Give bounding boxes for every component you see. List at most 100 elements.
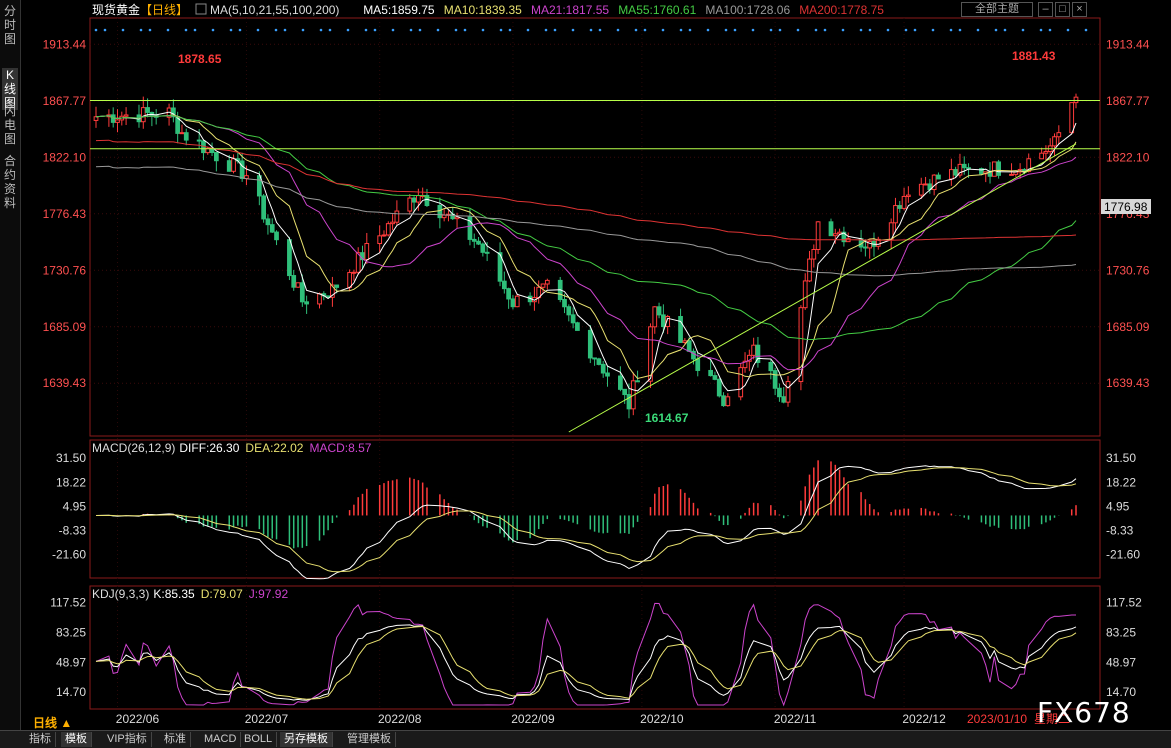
signal-dot: [499, 28, 503, 32]
ma-legend: MA(5,10,21,55,100,200) MA5:1859.75 MA10:18…: [210, 3, 884, 17]
candle-body: [183, 132, 189, 141]
candle-body: [716, 378, 722, 397]
candle-body: [239, 160, 245, 179]
candle-body: [596, 358, 602, 365]
kdj-j: J:97.92: [249, 587, 289, 601]
signal-dot: [148, 28, 152, 32]
panel-border: [89, 439, 1101, 579]
candle-body: [953, 169, 959, 176]
candle-body: [996, 161, 1001, 176]
sidebar-item-kline[interactable]: K线图: [2, 68, 18, 110]
bottom-toolbar: 指标 模板 VIP指标 标准 MACD BOLL 另存模板 管理模板: [0, 730, 1171, 748]
signal-dot: [256, 28, 260, 32]
signal-dot: [598, 28, 602, 32]
macd-dea: DEA:22.02: [245, 441, 303, 455]
candle-body: [656, 306, 662, 316]
candle-body: [484, 251, 490, 254]
sidebar-item-timeshare[interactable]: 分时图: [3, 4, 16, 46]
macd-tick-label: -21.60: [1106, 548, 1140, 562]
signal-dot: [436, 28, 440, 32]
sidebar-item-flash[interactable]: 闪电图: [3, 104, 16, 146]
signal-dot: [661, 28, 665, 32]
kdj-tick-label: 14.70: [1106, 685, 1136, 699]
candle-body: [299, 282, 305, 303]
signal-dot: [1066, 28, 1070, 32]
candle-body: [587, 329, 593, 359]
candle-body: [1056, 132, 1062, 138]
candle-body: [837, 231, 842, 235]
x-tick-label: 2022/09: [511, 712, 555, 726]
candle-body: [742, 360, 748, 369]
candle-body: [196, 139, 202, 142]
candle-body: [287, 239, 292, 277]
candle-body: [351, 271, 357, 274]
kdj-k: K:85.35: [153, 587, 195, 601]
period-selector[interactable]: 日线 ▲: [33, 716, 73, 730]
candle-body: [1052, 136, 1057, 147]
close-icon[interactable]: ×: [1072, 2, 1087, 17]
candle-body: [347, 272, 352, 288]
candle-body: [957, 163, 963, 176]
candle-body: [772, 370, 778, 389]
candle-body: [802, 280, 808, 309]
macd-tick-label: 18.22: [56, 475, 86, 489]
tab-template[interactable]: 模板: [61, 732, 92, 747]
tab-vip-indicator[interactable]: VIP指标: [103, 732, 152, 747]
instrument-name: 现货黄金: [92, 2, 140, 17]
maximize-icon[interactable]: □: [1055, 2, 1070, 17]
kdj-panel: 117.52 117.52 83.25 83.25 48.97 48.97 14.70 14.…: [50, 596, 1142, 707]
tab-indicator[interactable]: 指标: [25, 732, 56, 747]
tab-standard[interactable]: 标准: [160, 732, 191, 747]
signal-dot: [688, 28, 692, 32]
candle-body: [274, 231, 279, 241]
signal-dot: [769, 28, 773, 32]
candle-body: [721, 395, 726, 407]
legend-toggle-icon[interactable]: [195, 3, 207, 15]
price-tick-label: 1639.43: [1106, 376, 1150, 390]
sidebar-item-contract[interactable]: 合约资料: [3, 154, 16, 210]
candle-body: [540, 283, 546, 288]
candle-body: [691, 350, 696, 360]
signal-dot: [454, 28, 458, 32]
chart-canvas[interactable]: 1913.44 1913.44 1867.77 1867.77 1822.10 1822.…: [0, 0, 1171, 730]
minimize-icon[interactable]: –: [1038, 2, 1053, 17]
theme-select[interactable]: 全部主题: [961, 2, 1033, 17]
candle-body: [385, 223, 391, 236]
signal-dot: [364, 28, 368, 32]
macd-value: MACD:8.57: [309, 441, 371, 455]
signal-dot: [103, 28, 107, 32]
price-tick-label: 1639.43: [43, 376, 87, 390]
macd-panel: 31.50 31.50 18.22 18.22 4.95 4.95 -8.33 -8.33 -2…: [52, 451, 1140, 580]
signal-dot: [193, 28, 197, 32]
legend-item: MA21:1817.55: [531, 3, 609, 17]
signal-dot: [571, 28, 575, 32]
legend-item: MA(5,10,21,55,100,200): [210, 3, 339, 17]
tab-manage-template[interactable]: 管理模板: [343, 732, 396, 747]
annotation-high-right: 1881.43: [1012, 49, 1056, 63]
kdj-tick-label: 117.52: [1106, 596, 1142, 610]
tab-boll[interactable]: BOLL: [240, 732, 278, 747]
candle-body: [936, 174, 941, 180]
candle-body: [841, 231, 847, 243]
candle-body: [179, 132, 185, 135]
tab-macd[interactable]: MACD: [200, 732, 242, 747]
macd-tick-label: -8.33: [59, 524, 87, 538]
signal-dot: [418, 28, 422, 32]
legend-item: MA55:1760.61: [618, 3, 696, 17]
candle-body: [476, 240, 481, 245]
candle-body: [923, 183, 928, 186]
candle-body: [708, 369, 714, 377]
candle-body: [467, 216, 473, 240]
candle-body: [828, 221, 834, 237]
tab-save-template[interactable]: 另存模板: [280, 732, 333, 747]
candle-body: [811, 249, 817, 260]
candle-body: [785, 381, 791, 403]
kdj-legend: KDJ(9,3,3) K:85.35 D:79.07 J:97.92: [92, 587, 288, 601]
candle-body: [471, 238, 477, 242]
candle-body: [901, 195, 907, 209]
candle-body: [407, 197, 413, 212]
current-price-badge: [1101, 199, 1151, 214]
signal-dot: [238, 28, 242, 32]
candle-body: [751, 344, 756, 356]
macd-dea-line: [95, 467, 1077, 573]
